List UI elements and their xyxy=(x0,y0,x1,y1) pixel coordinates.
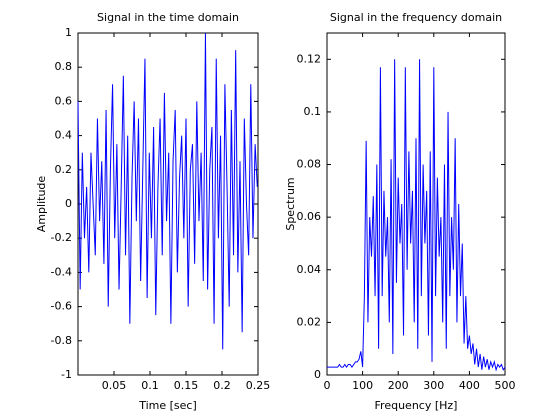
y-tick-label: 1 xyxy=(65,26,72,39)
y-tick-label: 0.04 xyxy=(297,263,322,276)
x-axis-label: Frequency [Hz] xyxy=(375,399,458,412)
x-tick-label: 0.05 xyxy=(102,379,127,392)
y-tick-label: -0.6 xyxy=(51,300,72,313)
x-tick-label: 0.2 xyxy=(213,379,231,392)
y-axis-label: Amplitude xyxy=(35,176,48,233)
y-tick-label: -1 xyxy=(61,368,72,381)
y-tick-label: 0 xyxy=(314,368,321,381)
y-tick-label: 0.2 xyxy=(55,163,73,176)
y-tick-label: 0.12 xyxy=(297,52,322,65)
x-axis-label: Time [sec] xyxy=(138,399,197,412)
y-tick-label: -0.8 xyxy=(51,334,72,347)
y-tick-label: 0.6 xyxy=(55,94,73,107)
axes-title: Signal in the frequency domain xyxy=(330,11,502,24)
y-axis-label: Spectrum xyxy=(284,177,297,230)
signal-line xyxy=(327,59,506,372)
x-tick-label: 0.1 xyxy=(141,379,159,392)
x-tick-label: 0 xyxy=(324,379,331,392)
y-tick-label: 0.08 xyxy=(297,158,322,171)
axes-title: Signal in the time domain xyxy=(97,11,239,24)
y-tick-label: 0 xyxy=(65,197,72,210)
y-tick-label: 0.06 xyxy=(297,210,322,223)
x-tick-label: 500 xyxy=(495,379,516,392)
y-tick-label: -0.2 xyxy=(51,231,72,244)
y-tick-label: -0.4 xyxy=(51,265,72,278)
x-tick-label: 300 xyxy=(423,379,444,392)
y-tick-label: 0.1 xyxy=(304,105,322,118)
x-tick-label: 0.15 xyxy=(174,379,199,392)
y-tick-label: 0.8 xyxy=(55,60,73,73)
axes-box xyxy=(326,32,506,376)
y-tick-label: 0.02 xyxy=(297,315,322,328)
y-tick-label: 0.4 xyxy=(55,129,73,142)
x-tick-label: 400 xyxy=(459,379,480,392)
x-tick-label: 0.25 xyxy=(246,379,271,392)
x-tick-label: 200 xyxy=(388,379,409,392)
signal-line xyxy=(77,32,258,350)
x-tick-label: 100 xyxy=(352,379,373,392)
